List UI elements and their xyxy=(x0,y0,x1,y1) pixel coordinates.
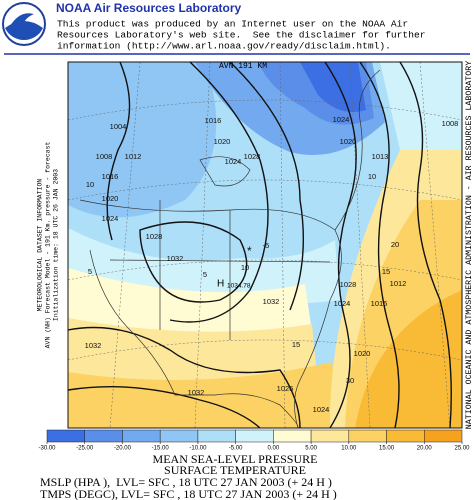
isobar-label: 1004 xyxy=(110,122,127,131)
colorbar-swatch xyxy=(424,429,463,443)
colorbar-swatch xyxy=(310,429,350,443)
isotherm-label: 10 xyxy=(368,172,376,181)
footer-title: SURFACE TEMPERATURE xyxy=(164,463,306,477)
colorbar-tick-label: 10.00 xyxy=(341,446,357,452)
isobar-label: 1013 xyxy=(372,152,389,161)
low-marker: * xyxy=(247,244,252,258)
isobar-label: 1032 xyxy=(85,341,102,350)
colorbar-swatch xyxy=(348,429,387,443)
dataset-info: AVN (NH) Forecast Model - 191 Km. pressu… xyxy=(45,142,52,349)
isobar-label: 1028 xyxy=(340,280,357,289)
colorbar-tick-label: 5.00 xyxy=(305,446,317,452)
dataset-info: Initialization time: 18 UTC 26 JAN 2003 xyxy=(53,169,60,321)
isotherm-label: 30 xyxy=(346,376,354,385)
header-title: NOAA Air Resources Laboratory xyxy=(56,1,241,15)
isobar-label: 1016 xyxy=(102,172,119,181)
colorbar-swatch xyxy=(159,429,199,443)
header-line: information (http://www.arl.noaa.gov/rea… xyxy=(57,41,391,52)
isotherm-label: -5 xyxy=(263,241,270,250)
isobar-label: 1008 xyxy=(96,152,113,161)
colorbar-swatch xyxy=(235,429,274,443)
colorbar-tick-label: 15.00 xyxy=(379,446,395,452)
colorbar-swatch xyxy=(197,429,236,443)
isobar-label: 1026 xyxy=(277,384,294,393)
colorbar-swatch xyxy=(386,429,425,443)
header-line: Resources Laboratory's web site. See the… xyxy=(57,30,425,41)
colorbar-tick-label: -10.00 xyxy=(189,446,207,452)
isobar-label: 1020 xyxy=(340,137,357,146)
footer-line: MSLP (HPA ), LVL= SFC , 18 UTC 27 JAN 20… xyxy=(40,475,332,489)
footer-line: TMPS (DEGC), LVL= SFC , 18 UTC 27 JAN 20… xyxy=(40,487,337,500)
isobar-label: 1024 xyxy=(102,214,119,223)
isobar-label: 1016 xyxy=(371,299,388,308)
isobar-label: 1024 xyxy=(313,405,330,414)
isotherm-label: 5 xyxy=(88,267,92,276)
colorbar-tick-label: -15.00 xyxy=(152,446,170,452)
isobar-label: 1020 xyxy=(102,194,119,203)
isobar-label: 1020 xyxy=(354,349,371,358)
colorbar-tick-label: -5.00 xyxy=(229,446,243,452)
isobar-label: 1024 xyxy=(225,157,242,166)
isobar-label: 1032 xyxy=(167,254,184,263)
isobar-label: 1012 xyxy=(125,152,142,161)
header-line: This product was produced by an Internet… xyxy=(57,19,408,30)
isobar-label: 1032 xyxy=(263,297,280,306)
isotherm-label: 15 xyxy=(292,340,300,349)
isobar-label: 1020 xyxy=(214,137,231,146)
isotherm-label: 20 xyxy=(391,240,399,249)
colorbar-swatch xyxy=(122,429,161,443)
high-label: H xyxy=(217,279,224,290)
isobar-label: 1012 xyxy=(390,279,407,288)
map: * xyxy=(67,61,463,429)
footer-title: MEAN SEA-LEVEL PRESSURE xyxy=(153,452,318,466)
isotherm-label: 15 xyxy=(382,267,390,276)
isobar-label: 1016 xyxy=(205,116,222,125)
isotherm-label: 10 xyxy=(241,263,249,272)
colorbar-tick-label: -25.00 xyxy=(76,446,94,452)
agency-label: NATIONAL OCEANIC AND ATMOSPHERIC ADMINIS… xyxy=(465,61,474,429)
colorbar-swatch xyxy=(273,429,312,443)
isobar-label: 1028 xyxy=(146,232,163,241)
isobar-label: 1024 xyxy=(333,115,350,124)
colorbar-tick-label: 20.00 xyxy=(417,446,433,452)
colorbar-tick-label: 25.00 xyxy=(454,446,470,452)
colorbar-tick-label: -20.00 xyxy=(114,446,132,452)
colorbar-tick-label: -30.00 xyxy=(38,446,56,452)
isotherm-label: 10 xyxy=(86,180,94,189)
isotherm-label: 5 xyxy=(203,270,207,279)
colorbar-swatch xyxy=(84,429,123,443)
isobar-label: 1032 xyxy=(188,388,205,397)
isobar-label: 1024 xyxy=(334,299,351,308)
map-top-label: AVN 191 KM xyxy=(219,62,267,71)
isobar-label: 1008 xyxy=(442,119,459,128)
dataset-info: METEOROLOGICAL DATASET INFORMATION xyxy=(37,179,44,312)
high-value: 1034.78 xyxy=(227,283,251,290)
colorbar-tick-label: 0.00 xyxy=(268,446,280,452)
noaa-logo xyxy=(2,2,46,46)
isobar-label: 1028 xyxy=(244,152,261,161)
colorbar-swatch xyxy=(46,429,85,443)
